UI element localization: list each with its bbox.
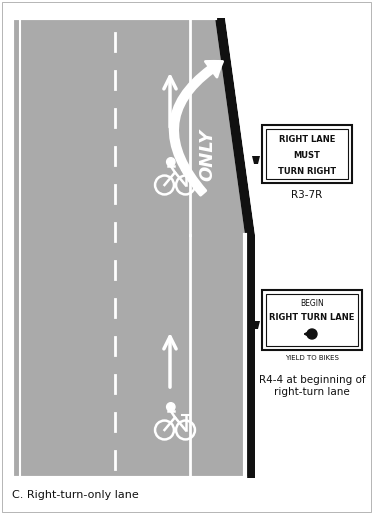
Text: YIELD TO BIKES: YIELD TO BIKES (285, 355, 339, 361)
Polygon shape (252, 156, 260, 164)
Bar (0, 478, 373, 516)
Bar (266, 294, 358, 346)
Bar (262, 290, 362, 350)
FancyArrowPatch shape (170, 61, 223, 195)
Polygon shape (215, 18, 255, 478)
Polygon shape (12, 18, 245, 478)
Bar (0, 0, 373, 18)
Text: C. Right-turn-only lane: C. Right-turn-only lane (12, 490, 139, 500)
Bar (0, 18, 12, 478)
Text: R4-4 at beginning of
right-turn lane: R4-4 at beginning of right-turn lane (259, 375, 365, 397)
Bar (266, 129, 348, 179)
Circle shape (307, 329, 317, 339)
Circle shape (167, 402, 175, 411)
Text: RIGHT LANE: RIGHT LANE (279, 135, 335, 143)
Text: BEGIN: BEGIN (300, 298, 324, 308)
Text: RIGHT TURN LANE: RIGHT TURN LANE (269, 314, 355, 322)
Bar (262, 125, 352, 183)
Polygon shape (225, 18, 373, 478)
Polygon shape (252, 321, 260, 329)
Text: ONLY: ONLY (198, 129, 216, 181)
Text: R3-7R: R3-7R (291, 190, 323, 200)
Circle shape (167, 158, 175, 166)
Text: TURN RIGHT: TURN RIGHT (278, 167, 336, 175)
Text: MUST: MUST (294, 151, 320, 159)
